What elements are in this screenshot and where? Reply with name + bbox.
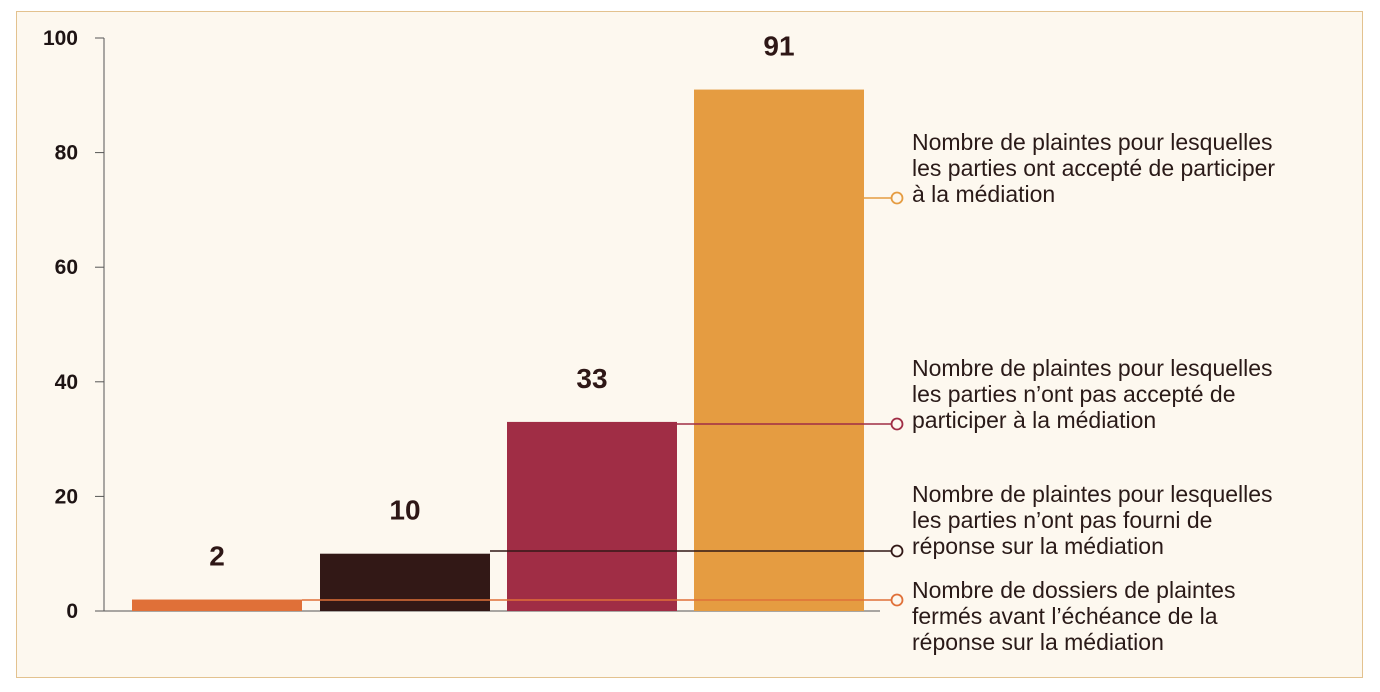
y-tick-label: 60 xyxy=(55,256,78,279)
bar-value-label: 10 xyxy=(389,495,420,526)
legend-marker xyxy=(890,544,904,558)
bar xyxy=(320,553,490,611)
legend-label: Nombre de plaintes pour lesquelles xyxy=(912,129,1273,155)
bar xyxy=(132,599,302,611)
bar xyxy=(507,421,677,611)
legend-marker xyxy=(890,417,904,431)
legend-label: Nombre de plaintes pour lesquelles xyxy=(912,355,1273,381)
legend-label: réponse sur la médiation xyxy=(912,533,1164,559)
legend-label: Nombre de dossiers de plaintes xyxy=(912,577,1235,603)
y-tick-label: 40 xyxy=(55,371,78,394)
legend-label: à la médiation xyxy=(912,181,1055,207)
legend-label: les parties n’ont pas fourni de xyxy=(912,507,1212,533)
legend-label: participer à la médiation xyxy=(912,407,1156,433)
legend-label: Nombre de plaintes pour lesquelles xyxy=(912,481,1273,507)
legend-label: réponse sur la médiation xyxy=(912,629,1164,655)
legend-label: les parties n’ont pas accepté de xyxy=(912,381,1235,407)
bar-value-label: 33 xyxy=(576,363,607,394)
y-tick-label: 100 xyxy=(43,27,78,50)
bar-value-label: 91 xyxy=(763,31,794,62)
bar-value-label: 2 xyxy=(209,541,225,572)
legend-marker xyxy=(890,191,904,205)
chart-frame xyxy=(16,11,1363,678)
legend-label: fermés avant l’échéance de la xyxy=(912,603,1218,629)
legend-label: les parties ont accepté de participer xyxy=(912,155,1275,181)
legend-marker xyxy=(890,593,904,607)
y-tick-label: 20 xyxy=(55,485,78,508)
y-tick-label: 80 xyxy=(55,142,78,165)
bar xyxy=(694,89,864,611)
y-tick-label: 0 xyxy=(66,600,78,623)
